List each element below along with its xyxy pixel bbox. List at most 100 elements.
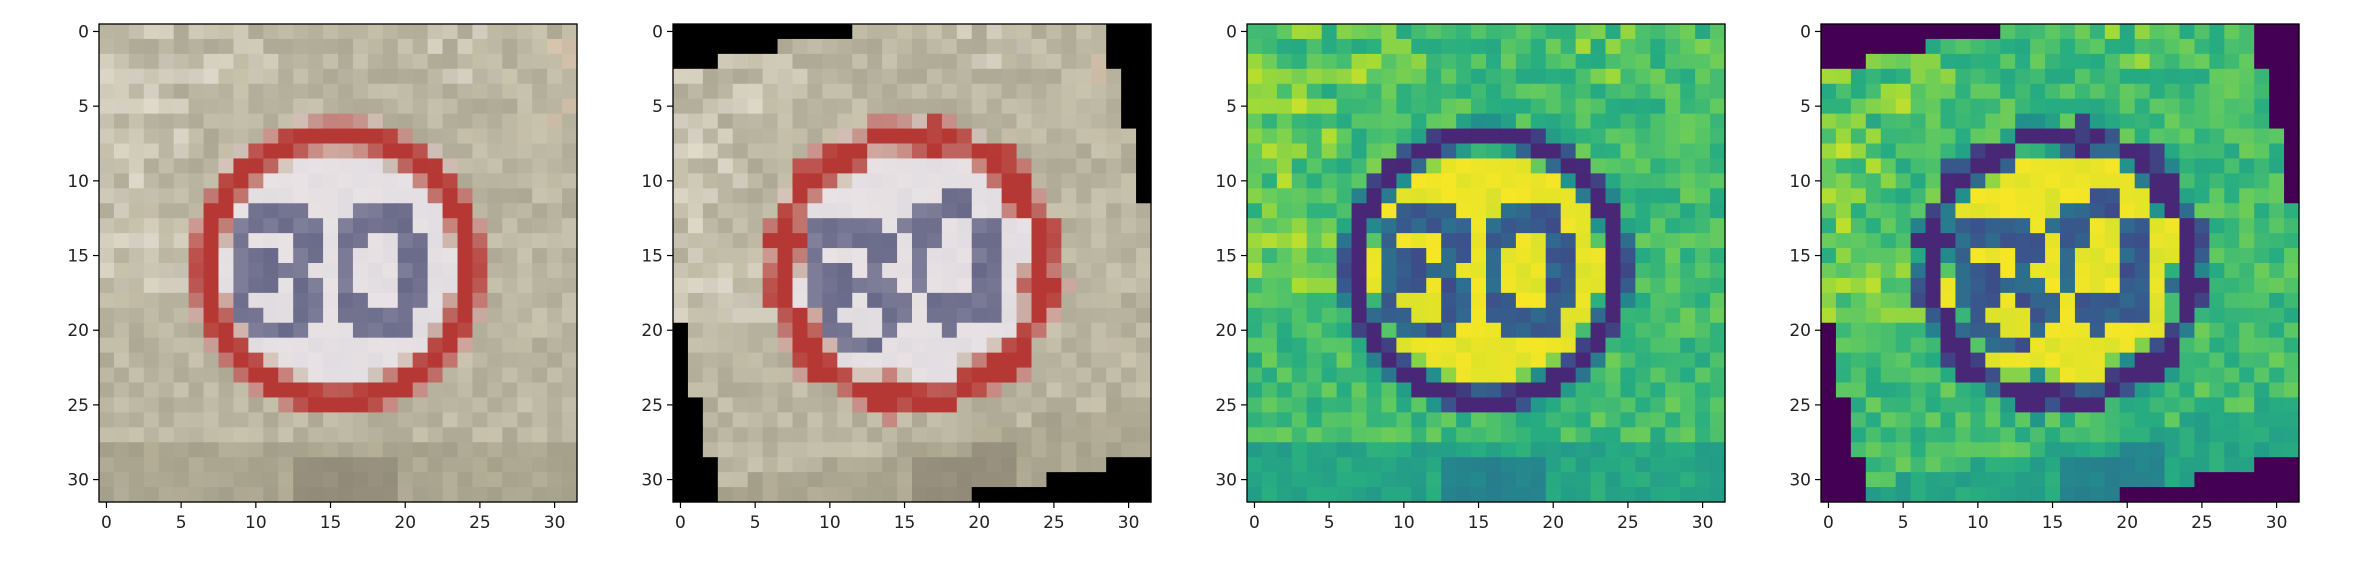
- pixel: [1620, 367, 1636, 384]
- pixel: [2030, 248, 2046, 264]
- pixel: [2224, 98, 2240, 115]
- pixel: [487, 322, 503, 339]
- pixel: [99, 487, 115, 503]
- pixel: [397, 188, 414, 204]
- pixel: [1426, 277, 1442, 294]
- pixel: [487, 277, 503, 294]
- pixel: [1940, 113, 1957, 130]
- pixel: [2000, 128, 2016, 145]
- pixel: [1940, 337, 1957, 354]
- pixel: [352, 382, 369, 399]
- pixel: [1835, 218, 1852, 234]
- pixel: [777, 487, 794, 503]
- pixel: [143, 218, 160, 234]
- pixel: [1590, 188, 1607, 204]
- pixel: [2015, 307, 2031, 324]
- pixel: [412, 143, 429, 160]
- pixel: [867, 472, 883, 488]
- pixel: [1695, 83, 1711, 100]
- pixel: [732, 218, 749, 234]
- pixel: [1500, 382, 1517, 399]
- pixel: [2254, 143, 2270, 160]
- pixel: [1456, 233, 1472, 249]
- pixel: [1291, 68, 1308, 85]
- pixel: [1500, 307, 1517, 324]
- pixel: [2015, 277, 2031, 294]
- pixel: [1441, 277, 1457, 294]
- pixel: [762, 307, 779, 324]
- pixel: [1031, 322, 1048, 339]
- pixel: [747, 412, 764, 428]
- pixel: [2030, 337, 2046, 354]
- pixel: [1411, 487, 1427, 503]
- pixel: [263, 98, 279, 115]
- pixel: [113, 352, 130, 369]
- pixel: [912, 158, 928, 174]
- pixel: [2030, 173, 2046, 189]
- pixel: [562, 83, 578, 100]
- pixel: [128, 277, 145, 294]
- pixel: [837, 442, 853, 458]
- pixel: [1046, 83, 1062, 100]
- pixel: [1136, 487, 1152, 503]
- pixel: [1106, 24, 1122, 40]
- pixel: [1396, 128, 1412, 145]
- pixel: [427, 218, 444, 234]
- pixel: [1441, 98, 1457, 115]
- pixel: [1351, 38, 1368, 55]
- pixel: [2149, 128, 2166, 145]
- pixel: [2164, 427, 2181, 443]
- pixel: [367, 188, 384, 204]
- pixel: [427, 143, 444, 160]
- pixel: [1605, 367, 1622, 384]
- pixel: [472, 263, 488, 279]
- pixel: [1396, 487, 1412, 503]
- pixel: [822, 277, 838, 294]
- pixel: [1821, 83, 1837, 100]
- pixel: [1001, 277, 1018, 294]
- pixel: [1880, 68, 1897, 85]
- pixel: [1635, 427, 1651, 443]
- pixel: [1016, 292, 1033, 309]
- pixel: [762, 218, 779, 234]
- pixel: [442, 188, 459, 204]
- pixel: [2089, 38, 2106, 55]
- pixel: [822, 397, 838, 413]
- pixel: [532, 24, 548, 40]
- pixel: [1471, 352, 1487, 369]
- pixel: [248, 487, 264, 503]
- pixel: [897, 143, 913, 160]
- pixel: [852, 188, 868, 204]
- pixel: [2284, 307, 2300, 324]
- pixel: [457, 263, 474, 279]
- pixel: [2284, 53, 2300, 70]
- pixel: [956, 248, 973, 264]
- pixel: [143, 337, 160, 354]
- pixel: [1441, 263, 1457, 279]
- pixel: [2060, 442, 2076, 458]
- pixel: [487, 203, 503, 219]
- pixel: [1321, 128, 1338, 145]
- pixel: [941, 143, 958, 160]
- pixel: [2119, 307, 2136, 324]
- pixel: [1665, 412, 1681, 428]
- pixel: [882, 367, 898, 384]
- pixel: [986, 397, 1003, 413]
- pixel: [308, 53, 324, 70]
- pixel: [792, 248, 809, 264]
- pixel: [427, 442, 444, 458]
- pixel: [1695, 203, 1711, 219]
- pixel: [1076, 307, 1092, 324]
- pixel: [2119, 203, 2136, 219]
- pixel: [1306, 128, 1323, 145]
- pixel: [986, 24, 1003, 40]
- pixel: [1910, 457, 1927, 473]
- pixel: [308, 442, 324, 458]
- pixel: [397, 472, 414, 488]
- pixel: [1261, 128, 1278, 145]
- pixel: [233, 203, 249, 219]
- pixel: [2239, 427, 2255, 443]
- pixel: [717, 472, 734, 488]
- x-tick-label: 10: [1393, 513, 1415, 533]
- pixel: [517, 367, 533, 384]
